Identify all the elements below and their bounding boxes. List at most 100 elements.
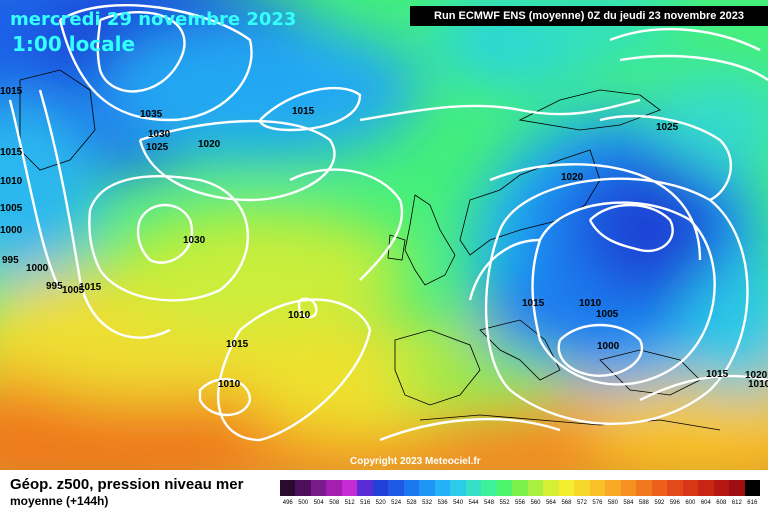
scale-swatch	[713, 480, 730, 496]
scale-swatch	[512, 480, 528, 496]
scale-swatch	[636, 480, 652, 496]
scale-value: 560	[530, 500, 541, 506]
isobar-label: 1015	[0, 86, 23, 97]
scale-swatch	[667, 480, 683, 496]
isobar-label: 1005	[62, 285, 85, 296]
scale-value: 556	[515, 500, 526, 506]
scale-swatch	[434, 480, 451, 496]
copyright: Copyright 2023 Meteociel.fr	[350, 456, 481, 467]
scale-swatch	[295, 480, 311, 496]
isobar-label: 1010	[218, 379, 241, 390]
scale-value: 612	[731, 500, 742, 506]
scale-swatch	[558, 480, 575, 496]
scale-swatch	[450, 480, 466, 496]
scale-swatch	[280, 480, 296, 496]
scale-value: 520	[375, 500, 386, 506]
scale-value: 528	[406, 500, 417, 506]
scale-swatch	[527, 480, 544, 496]
isobar-label: 1025	[146, 142, 169, 153]
isobar-label: 1010	[748, 379, 768, 390]
isobar-label: 1015	[79, 282, 102, 293]
scale-swatch	[465, 480, 482, 496]
isobar-label: 1000	[0, 225, 23, 236]
isobar-label: 1025	[656, 122, 679, 133]
legend-title: Géop. z500, pression niveau mer	[10, 476, 244, 493]
scale-swatch	[403, 480, 420, 496]
isobar-label: 1010	[0, 176, 23, 187]
forecast-date: mercredi 29 novembre 2023	[10, 9, 297, 30]
scale-value: 524	[391, 500, 402, 506]
scale-swatch	[419, 480, 435, 496]
scale-value: 552	[499, 500, 510, 506]
scale-value: 608	[716, 500, 727, 506]
isobar-label: 1015	[292, 106, 315, 117]
run-info: Run ECMWF ENS (moyenne) 0Z du jeudi 23 n…	[410, 6, 768, 26]
forecast-hour: 1:00 locale	[12, 32, 136, 56]
isobar-label: 1020	[745, 370, 768, 381]
scale-swatch	[357, 480, 373, 496]
scale-value: 588	[638, 500, 649, 506]
scale-value: 576	[592, 500, 603, 506]
scale-value: 532	[422, 500, 433, 506]
scale-value: 604	[700, 500, 711, 506]
scale-value: 580	[607, 500, 618, 506]
scale-swatch	[372, 480, 389, 496]
scale-swatch	[481, 480, 497, 496]
scale-value: 512	[344, 500, 355, 506]
geopotential-field	[0, 0, 768, 470]
scale-swatch	[620, 480, 637, 496]
isobar-label: 1015	[0, 147, 23, 158]
scale-swatch	[651, 480, 668, 496]
scale-swatch	[744, 480, 761, 496]
isobar-labels: 1035 1030 1025 1020 1015 1015 1030 1000 …	[0, 86, 768, 390]
scale-swatch	[496, 480, 513, 496]
scale-swatch	[310, 480, 327, 496]
isobars	[8, 3, 768, 442]
isobar-label: 1035	[140, 109, 163, 120]
scale-value: 564	[545, 500, 556, 506]
scale-value: 516	[360, 500, 371, 506]
scale-value: 600	[685, 500, 696, 506]
isobar-label: 1030	[183, 235, 206, 246]
isobar-label: 1015	[522, 298, 545, 309]
scale-swatch	[341, 480, 358, 496]
scale-value: 596	[669, 500, 680, 506]
scale-swatch	[589, 480, 606, 496]
scale-swatch	[682, 480, 699, 496]
isobar-label: 995	[46, 281, 63, 292]
isobar-label: 1015	[226, 339, 249, 350]
isobar-label: 1000	[597, 341, 620, 352]
scale-value: 536	[437, 500, 448, 506]
scale-value: 508	[329, 500, 340, 506]
scale-swatch	[729, 480, 745, 496]
scale-swatch	[574, 480, 590, 496]
scale-value: 548	[484, 500, 495, 506]
isobar-label: 1015	[706, 369, 729, 380]
color-scale	[280, 480, 761, 496]
scale-value: 504	[313, 500, 324, 506]
scale-value: 616	[747, 500, 758, 506]
scale-value: 544	[468, 500, 479, 506]
isobar-label: 1020	[198, 139, 221, 150]
scale-value: 496	[282, 500, 293, 506]
weather-map: 1035 1030 1025 1020 1015 1015 1030 1000 …	[0, 0, 768, 470]
isobar-label: 1020	[561, 172, 584, 183]
isobar-label: 1010	[288, 310, 311, 321]
isobar-label: 1030	[148, 129, 171, 140]
scale-value: 584	[623, 500, 634, 506]
isobar-label: 995	[2, 255, 19, 266]
scale-swatch	[543, 480, 559, 496]
isobar-label: 1005	[0, 203, 23, 214]
scale-swatch	[698, 480, 714, 496]
legend-subtitle: moyenne (+144h)	[10, 494, 109, 508]
isobar-label: 1005	[596, 309, 619, 320]
scale-value: 500	[298, 500, 309, 506]
scale-value: 540	[453, 500, 464, 506]
scale-value: 592	[654, 500, 665, 506]
scale-value: 572	[576, 500, 587, 506]
scale-swatch	[388, 480, 404, 496]
scale-value: 568	[561, 500, 572, 506]
scale-swatch	[326, 480, 342, 496]
isobar-label: 1000	[26, 263, 49, 274]
scale-swatch	[605, 480, 621, 496]
